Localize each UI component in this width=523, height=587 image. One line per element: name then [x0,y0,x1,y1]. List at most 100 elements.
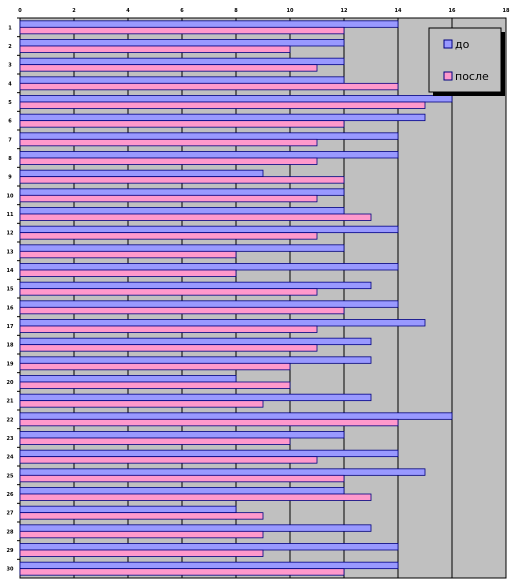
bar-posle-30 [19,568,345,576]
bar-posle-10 [19,194,318,203]
bar-posle-7 [19,138,318,147]
bar-do-10 [19,188,345,196]
category-label: 12 [7,231,14,237]
bar-posle-5 [19,101,426,109]
category-label: 20 [7,380,14,386]
bar-do-26 [19,487,345,495]
bar-do-20 [19,375,237,383]
x-tick-label: 16 [449,8,456,14]
bar-do-14 [19,263,399,271]
category-label: 29 [7,548,14,554]
bar-posle-21 [19,400,264,408]
bar-do-22 [19,412,453,420]
legend-label-posle: после [455,70,489,83]
bar-do-23 [19,431,345,439]
bar-posle-9 [19,176,345,184]
x-tick-label: 14 [395,8,402,14]
legend: до после [428,27,505,96]
bar-posle-28 [19,530,264,539]
x-tick-label: 0 [18,8,22,14]
bar-do-2 [19,39,345,47]
bar-posle-11 [19,213,372,221]
bar-posle-27 [19,512,264,520]
category-label: 25 [7,473,14,479]
category-label: 5 [8,100,12,106]
bar-do-1 [19,20,399,28]
bar-posle-3 [19,64,318,72]
category-label: 18 [7,343,14,349]
bar-posle-16 [19,306,345,315]
grid-lines [73,18,453,578]
tick-labels: 0 2 4 6 8 10 12 14 16 18 [18,8,510,14]
category-label: 3 [8,63,12,69]
bar-do-3 [19,57,345,66]
bar-posle-14 [19,269,237,277]
legend-label-do: до [455,38,470,51]
bar-do-28 [19,524,372,532]
bar-posle-18 [19,344,318,352]
category-label: 13 [7,249,14,255]
bar-do-12 [19,225,399,234]
bar-posle-13 [19,250,237,259]
legend-swatch-posle [443,71,453,81]
bar-posle-4 [19,82,399,91]
category-label: 17 [7,324,14,330]
bar-posle-15 [19,288,318,296]
category-labels: 1234567891011121314151617181920212223242… [7,17,20,573]
bar-posle-2 [19,45,291,53]
legend-box [428,27,502,93]
bar-posle-23 [19,437,291,445]
bar-do-11 [19,207,345,215]
bar-do-27 [19,505,237,514]
category-label: 26 [7,492,14,498]
category-label: 30 [7,567,14,573]
category-label: 10 [7,193,14,199]
bar-posle-17 [19,325,318,333]
category-label: 6 [8,119,12,125]
x-tick-label: 8 [234,8,238,14]
bar-do-17 [19,319,426,327]
category-label: 21 [7,399,14,405]
bar-posle-24 [19,456,318,464]
bar-do-24 [19,449,399,458]
bar-do-5 [19,95,453,103]
category-label: 27 [7,511,14,517]
bar-posle-26 [19,493,372,501]
bar-do-4 [19,76,345,84]
x-tick-label: 4 [126,8,130,14]
x-tick-label: 12 [341,8,348,14]
category-label: 19 [7,361,14,367]
category-label: 11 [7,212,14,218]
bar-posle-22 [19,418,399,427]
bar-do-7 [19,132,399,140]
category-label: 14 [7,268,14,274]
category-label: 1 [8,25,12,31]
category-label: 4 [8,81,12,87]
bar-posle-29 [19,549,264,557]
bar-do-9 [19,169,264,178]
category-label: 7 [8,137,12,143]
category-label: 28 [7,529,14,535]
x-tick-label: 18 [503,8,510,14]
bar-do-6 [19,113,426,122]
bar-do-13 [19,244,345,252]
bar-do-19 [19,356,372,364]
bar-posle-12 [19,232,318,240]
bar-do-30 [19,561,399,570]
bar-do-8 [19,151,399,159]
legend-swatch-do [443,39,453,49]
bar-posle-20 [19,381,291,389]
category-label: 24 [7,455,14,461]
category-label: 22 [7,417,14,423]
bar-do-16 [19,300,399,308]
bars [19,20,453,576]
bar-do-18 [19,337,372,346]
category-label: 9 [8,175,12,181]
category-label: 15 [7,287,14,293]
bar-posle-25 [19,474,345,483]
plot-area [19,17,507,579]
bar-do-15 [19,281,372,290]
bar-posle-6 [19,120,345,128]
bar-do-21 [19,393,372,402]
